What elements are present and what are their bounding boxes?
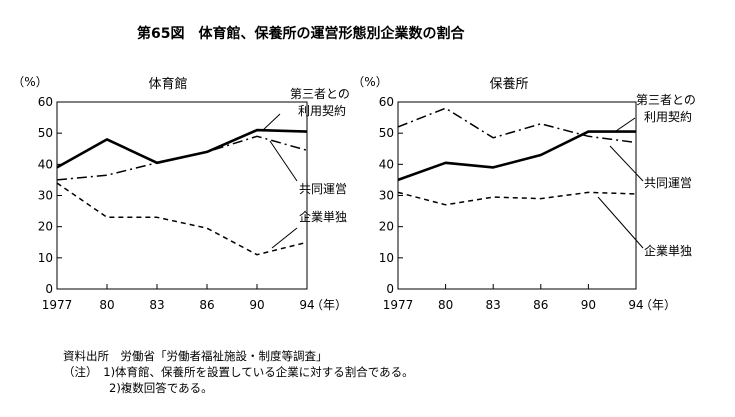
figure-title: 第65図 体育館、保養所の運営形態別企業数の割合: [137, 25, 465, 42]
y-tick-label: 60: [379, 95, 394, 109]
series-label: 企業単独: [644, 243, 692, 258]
series-label: 共同運営: [299, 182, 347, 196]
series-line-2: [56, 135, 308, 181]
x-tick-label: 90: [249, 298, 264, 312]
series-label-leader: [609, 145, 644, 182]
y-tick-label: 0: [386, 282, 394, 296]
series-line-1: [56, 128, 308, 169]
source-note: 資料出所 労働省「労働者福祉施設・制度等調査」: [63, 349, 328, 363]
footnote-2: 2)複数回答である。: [63, 381, 213, 395]
series-label-leader: [269, 140, 298, 182]
y-tick-label: 30: [379, 189, 394, 203]
series-label: 利用契約: [644, 109, 692, 124]
chart-panel-1: 体育館 （%） 0 10 20 30 40 50 60 1977 80 83 86 90 94（年） 第三者と…: [12, 75, 350, 312]
series-line-2: [397, 107, 637, 144]
y-tick-label: 20: [379, 220, 394, 234]
x-tick-label: 1977: [383, 298, 414, 312]
series-label-leader: [271, 227, 298, 249]
y-tick-label: 10: [379, 251, 394, 265]
y-tick-label: 40: [379, 157, 394, 171]
series-label: 第三者との: [636, 93, 696, 107]
y-tick-label: 20: [38, 220, 53, 234]
footnote-1: （注） 1)体育館、保養所を設置している企業に対する割合である。: [63, 365, 414, 379]
y-tick-label: 50: [38, 126, 53, 140]
y-tick-label: 60: [38, 95, 53, 109]
series-line-3: [397, 191, 637, 206]
x-tick-label: 80: [99, 298, 114, 312]
series-label-leader: [261, 113, 281, 132]
series-label: 共同運営: [644, 176, 692, 190]
x-tick-label: 94: [628, 298, 643, 312]
chart-panel-2: 保養所 （%） 0 10 20 30 40 50 60 1977 80 83 86 90 94（年） 第三者と…: [352, 75, 696, 312]
x-tick-label: 83: [149, 298, 164, 312]
series-label: 利用契約: [298, 103, 346, 118]
series-label: 企業単独: [299, 209, 347, 224]
y-axis-unit: （%）: [352, 75, 387, 89]
x-tick-label: 80: [438, 298, 453, 312]
x-tick-label: 86: [199, 298, 214, 312]
x-axis-unit: （年）: [311, 298, 347, 312]
y-tick-label: 50: [379, 126, 394, 140]
plot-frame: [397, 101, 637, 290]
y-tick-label: 40: [38, 157, 53, 171]
series-line-1: [397, 130, 636, 182]
series-label-leader: [615, 117, 636, 132]
x-axis-unit: （年）: [640, 298, 676, 312]
series-label: 第三者との: [290, 87, 350, 101]
x-tick-label: 1977: [42, 298, 73, 312]
y-tick-label: 10: [38, 251, 53, 265]
x-tick-label: 90: [581, 298, 596, 312]
y-tick-label: 0: [45, 282, 53, 296]
x-tick-label: 94: [299, 298, 314, 312]
x-tick-label: 86: [533, 298, 548, 312]
series-label-leader: [597, 196, 644, 249]
panel-title: 保養所: [489, 76, 528, 92]
series-line-3: [56, 182, 308, 256]
y-axis-unit: （%）: [12, 75, 47, 89]
x-tick-label: 83: [486, 298, 501, 312]
panel-title: 体育館: [148, 76, 187, 92]
y-tick-label: 30: [38, 189, 53, 203]
